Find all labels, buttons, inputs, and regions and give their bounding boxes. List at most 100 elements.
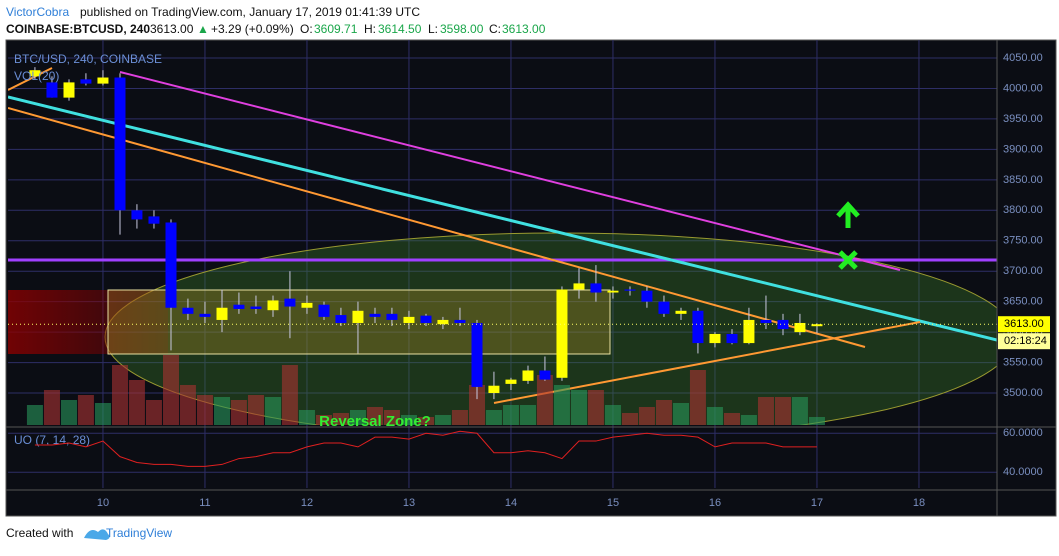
candle-body: [46, 82, 58, 98]
y2-tick-label: 60.0000: [1003, 427, 1043, 439]
y-tick-label: 3700.00: [1003, 265, 1043, 277]
price-box: [998, 316, 1050, 333]
red-zone: [8, 290, 168, 354]
volume-bar: [213, 397, 230, 425]
candle-body: [233, 304, 245, 309]
volume-bar: [604, 405, 621, 425]
candle-body: [301, 302, 313, 308]
y-tick-label: 3550.00: [1003, 356, 1043, 368]
candle-body: [522, 370, 534, 381]
volume-bar: [638, 407, 655, 425]
candle-body: [692, 310, 704, 344]
volume-bar: [400, 415, 417, 425]
y-tick-label: 3900.00: [1003, 143, 1043, 155]
candle-body: [760, 319, 772, 323]
author: VictorCobra: [6, 5, 69, 19]
x-tick-label: 17: [811, 497, 823, 509]
candle-body: [675, 310, 687, 314]
footer-created: Created with: [6, 526, 73, 540]
candle-body: [794, 322, 806, 333]
x-mark: [838, 250, 858, 270]
countdown-box: [998, 333, 1050, 350]
arrow: ▲: [197, 22, 209, 36]
y-tick-label: 4050.00: [1003, 52, 1043, 64]
candle-body: [29, 70, 41, 77]
volume-bar: [468, 385, 485, 425]
candle-body: [777, 319, 789, 330]
volume-bar: [520, 405, 537, 425]
x-tick-label: 11: [199, 497, 210, 509]
y-tick-label: 3850.00: [1003, 174, 1043, 186]
x-tick-label: 12: [301, 497, 313, 509]
trendline: [119, 71, 901, 271]
volume-bar: [298, 410, 315, 425]
candle-body: [658, 301, 670, 314]
volume-bar: [791, 397, 808, 425]
candle-body: [573, 283, 585, 290]
candle-body: [369, 313, 381, 317]
volume-bar: [587, 390, 604, 425]
volume-bar: [77, 395, 94, 425]
volume-bar: [740, 415, 757, 425]
candle-body: [352, 310, 364, 323]
up-arrow: [836, 201, 860, 228]
candle-body: [709, 333, 721, 344]
candle-body: [590, 283, 602, 293]
candle-body: [335, 315, 347, 323]
volume-bar: [179, 385, 196, 425]
volume-bar: [128, 380, 145, 425]
candle-body: [165, 222, 177, 308]
volume-bar: [43, 390, 60, 425]
trendline: [8, 67, 53, 91]
y-tick-label: 3750.00: [1003, 235, 1043, 247]
high: 3614.50: [378, 22, 422, 36]
volume-bar: [145, 400, 162, 425]
volume-bar: [60, 400, 77, 425]
candle-body: [641, 290, 653, 302]
series: [8, 67, 997, 425]
volume-bar: [417, 417, 434, 425]
y-tick-label: 3950.00: [1003, 113, 1043, 125]
candle-body: [437, 319, 449, 325]
volume-bar: [247, 395, 264, 425]
candle-body: [726, 333, 738, 344]
candle-body: [539, 370, 551, 380]
volume-bar: [281, 365, 298, 425]
volume-bar: [383, 410, 400, 425]
candle-body: [556, 289, 568, 378]
candle-body: [488, 385, 500, 394]
indicator-line: [34, 430, 817, 467]
symbol: COINBASE:BTCUSD, 240: [6, 22, 150, 36]
volume-bar: [434, 415, 451, 425]
volume-bar: [757, 397, 774, 425]
candle-body: [607, 290, 619, 293]
candle-body: [63, 82, 75, 98]
candle-body: [318, 304, 330, 317]
indicator: [34, 430, 817, 467]
y-tick-label: 3800.00: [1003, 204, 1043, 216]
volume-bar: [689, 370, 706, 425]
candle-body: [471, 322, 483, 387]
c-label: C:: [489, 22, 501, 36]
x-tick-label: 16: [709, 497, 721, 509]
open: 3609.71: [314, 22, 358, 36]
candle-body: [250, 306, 262, 309]
volume-bar: [553, 385, 570, 425]
low: 3598.00: [440, 22, 484, 36]
x-tick-label: 10: [97, 497, 109, 509]
volume-bar: [622, 413, 639, 425]
y-tick-label: 3650.00: [1003, 296, 1043, 308]
candle-body: [199, 313, 211, 317]
drawings: [8, 67, 997, 425]
candle-body: [743, 319, 755, 344]
x-tick-label: 15: [607, 497, 619, 509]
candle-body: [182, 307, 194, 314]
candle-body: [284, 298, 296, 307]
trendline: [8, 107, 866, 348]
volume-bar: [111, 365, 128, 425]
volume-bar: [502, 405, 519, 425]
annotation: Reversal Zone?: [319, 413, 431, 430]
candle-body: [624, 289, 636, 291]
close: 3613.00: [502, 22, 546, 36]
candle-body: [267, 300, 279, 311]
